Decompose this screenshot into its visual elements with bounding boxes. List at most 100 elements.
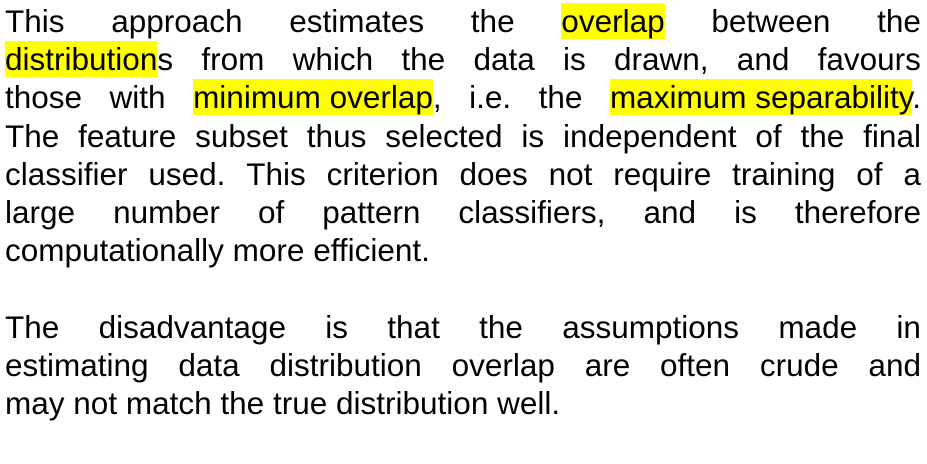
word: used.	[148, 155, 225, 193]
text-line: The disadvantage is that the assumptions made i…	[5, 308, 921, 346]
text-segment: selected	[385, 117, 503, 154]
text-segment: disadvantage	[98, 308, 286, 345]
word: crude	[760, 346, 839, 384]
word: not	[73, 385, 117, 421]
text-segment: classifiers,	[458, 193, 606, 230]
word: classifiers,	[458, 193, 605, 231]
word: the	[539, 78, 583, 116]
word: maximum separability.	[609, 78, 921, 116]
word: The	[5, 308, 59, 346]
text-segment: pattern	[322, 193, 421, 230]
word: more	[233, 232, 305, 268]
word: minimum overlap,	[193, 78, 442, 116]
word: the	[401, 40, 445, 78]
text-segment: often	[660, 346, 731, 383]
word: of	[755, 117, 781, 155]
word: that	[387, 308, 440, 346]
word: efficient.	[313, 232, 430, 268]
text-segment: s	[157, 41, 174, 78]
word: assumptions	[562, 308, 739, 346]
text-segment: is	[325, 308, 348, 345]
text-segment: assumptions	[562, 308, 740, 345]
paragraph-gap	[5, 269, 921, 307]
text-segment: This	[5, 3, 65, 39]
text-line: those with minimum overlap, i.e. the maximum …	[5, 78, 921, 116]
text-segment: subset	[195, 117, 288, 154]
text-segment: a	[903, 155, 921, 192]
text-segment: estimates	[289, 3, 425, 39]
text-segment: match	[125, 384, 212, 421]
word: is	[563, 40, 586, 78]
word: well.	[497, 385, 560, 421]
text-segment: .	[912, 79, 921, 116]
highlighted-text: maximum separability	[609, 79, 913, 116]
text-segment: the	[800, 117, 845, 154]
word: therefore	[795, 193, 921, 231]
word: distribution	[269, 346, 421, 384]
word: This	[5, 2, 65, 40]
word: overlap	[561, 2, 665, 40]
text-segment: used.	[148, 155, 226, 192]
word: in	[896, 308, 921, 346]
word: the	[479, 308, 523, 346]
word: are	[585, 346, 631, 384]
text-segment: is	[521, 117, 545, 154]
text-segment: computationally	[5, 232, 224, 269]
text-segment: The	[5, 117, 60, 154]
word: classifier	[5, 155, 128, 193]
word: data	[473, 40, 534, 78]
text-segment: may	[5, 384, 65, 421]
word: data	[178, 346, 239, 384]
paragraph-overlap-approach: This approach estimates the overlap between th…	[5, 2, 921, 269]
word: does	[459, 155, 527, 193]
text-segment: the	[877, 3, 921, 39]
word: subset	[195, 117, 288, 155]
word: thus	[307, 117, 367, 155]
word: distributions	[5, 40, 173, 78]
word: and	[868, 346, 921, 384]
document-page: This approach estimates the overlap between th…	[5, 2, 921, 422]
word: require	[613, 155, 711, 193]
text-segment: which	[292, 41, 374, 78]
word: from	[201, 40, 264, 78]
text-segment: and	[736, 41, 790, 78]
text-segment: data	[473, 41, 535, 78]
word: The	[5, 117, 59, 155]
text-segment: not	[548, 155, 593, 192]
paragraph-disadvantage: The disadvantage is that the assumptions made i…	[5, 308, 921, 423]
text-segment: and	[643, 193, 697, 230]
text-segment: efficient.	[313, 232, 430, 269]
text-segment: made	[778, 308, 858, 345]
text-segment: with	[109, 79, 166, 116]
word: may	[5, 385, 65, 421]
word: selected	[385, 117, 502, 155]
text-line: distributions from which the data is drawn, and…	[5, 40, 921, 78]
text-segment: the	[470, 3, 515, 39]
word: a	[903, 155, 921, 193]
text-segment: require	[613, 155, 712, 192]
word: approach	[111, 2, 242, 40]
word: feature	[78, 117, 176, 155]
text-segment: that	[387, 308, 440, 345]
text-segment: is	[734, 193, 757, 230]
word: estimating	[5, 346, 149, 384]
word: is	[325, 308, 348, 346]
word: This	[246, 155, 306, 193]
text-segment: The	[5, 308, 60, 345]
text-segment: crude	[759, 346, 839, 383]
word: criterion	[327, 155, 439, 193]
word: overlap	[452, 346, 555, 384]
text-segment: therefore	[794, 193, 921, 230]
word: between	[711, 2, 830, 40]
text-line: may not match the true distribution well…	[5, 384, 921, 422]
text-segment: final	[863, 117, 921, 154]
text-segment: is	[563, 41, 586, 78]
text-segment: the	[538, 79, 583, 116]
text-segment: true	[272, 384, 328, 421]
text-segment: from	[201, 41, 265, 78]
text-segment: of	[755, 117, 782, 154]
text-segment: are	[584, 346, 631, 383]
word: computationally	[5, 232, 224, 268]
text-segment: between	[711, 3, 831, 39]
text-segment: training	[732, 155, 836, 192]
